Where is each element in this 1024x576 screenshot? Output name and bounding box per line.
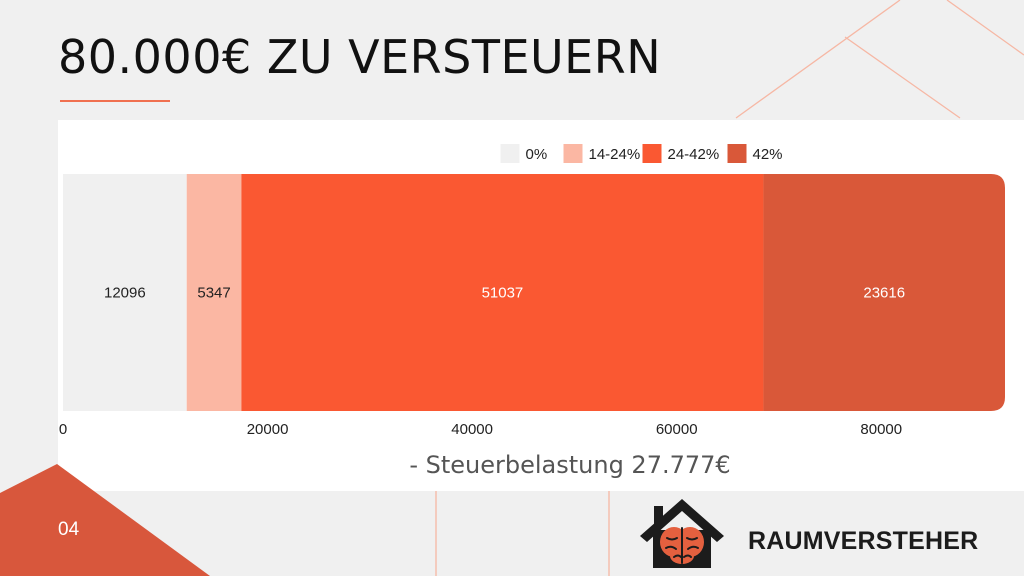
legend-label: 24-42% bbox=[668, 146, 720, 163]
x-tick-label: 40000 bbox=[451, 421, 493, 438]
bar-segment bbox=[63, 174, 187, 411]
page-title: 80.000€ ZU VERSTEUERN bbox=[58, 30, 662, 84]
legend-swatch bbox=[563, 144, 583, 163]
chart-card: 0% 14-24% 24-42% 42% 12096 5347 51037 23616 0 200… bbox=[58, 120, 1024, 491]
brain-house-logo-icon bbox=[640, 499, 724, 568]
legend-label: 0% bbox=[526, 146, 548, 163]
data-label: 5347 bbox=[197, 285, 230, 302]
data-label: 51037 bbox=[482, 285, 524, 302]
x-tick-label: 20000 bbox=[247, 421, 289, 438]
legend-swatch bbox=[642, 144, 662, 163]
bar-segment bbox=[186, 174, 242, 411]
x-tick-label: 80000 bbox=[860, 421, 902, 438]
stacked-bar-chart: 0% 14-24% 24-42% 42% 12096 5347 51037 23616 0 200… bbox=[59, 144, 1005, 438]
title-underline bbox=[60, 100, 170, 102]
x-tick-label: 0 bbox=[59, 421, 67, 438]
x-tick-label: 60000 bbox=[656, 421, 698, 438]
bar-segment bbox=[763, 174, 1005, 411]
legend-label: 42% bbox=[753, 146, 783, 163]
tax-burden-note: - Steuerbelastung 27.777€ bbox=[409, 451, 731, 479]
data-label: 23616 bbox=[863, 285, 905, 302]
bar-segment bbox=[241, 174, 764, 411]
data-label: 12096 bbox=[104, 285, 146, 302]
brand-name: RAUMVERSTEHER bbox=[748, 527, 979, 555]
page-number: 04 bbox=[58, 519, 80, 540]
legend-swatch bbox=[727, 144, 747, 163]
legend-label: 14-24% bbox=[589, 146, 641, 163]
legend-swatch bbox=[500, 144, 520, 163]
